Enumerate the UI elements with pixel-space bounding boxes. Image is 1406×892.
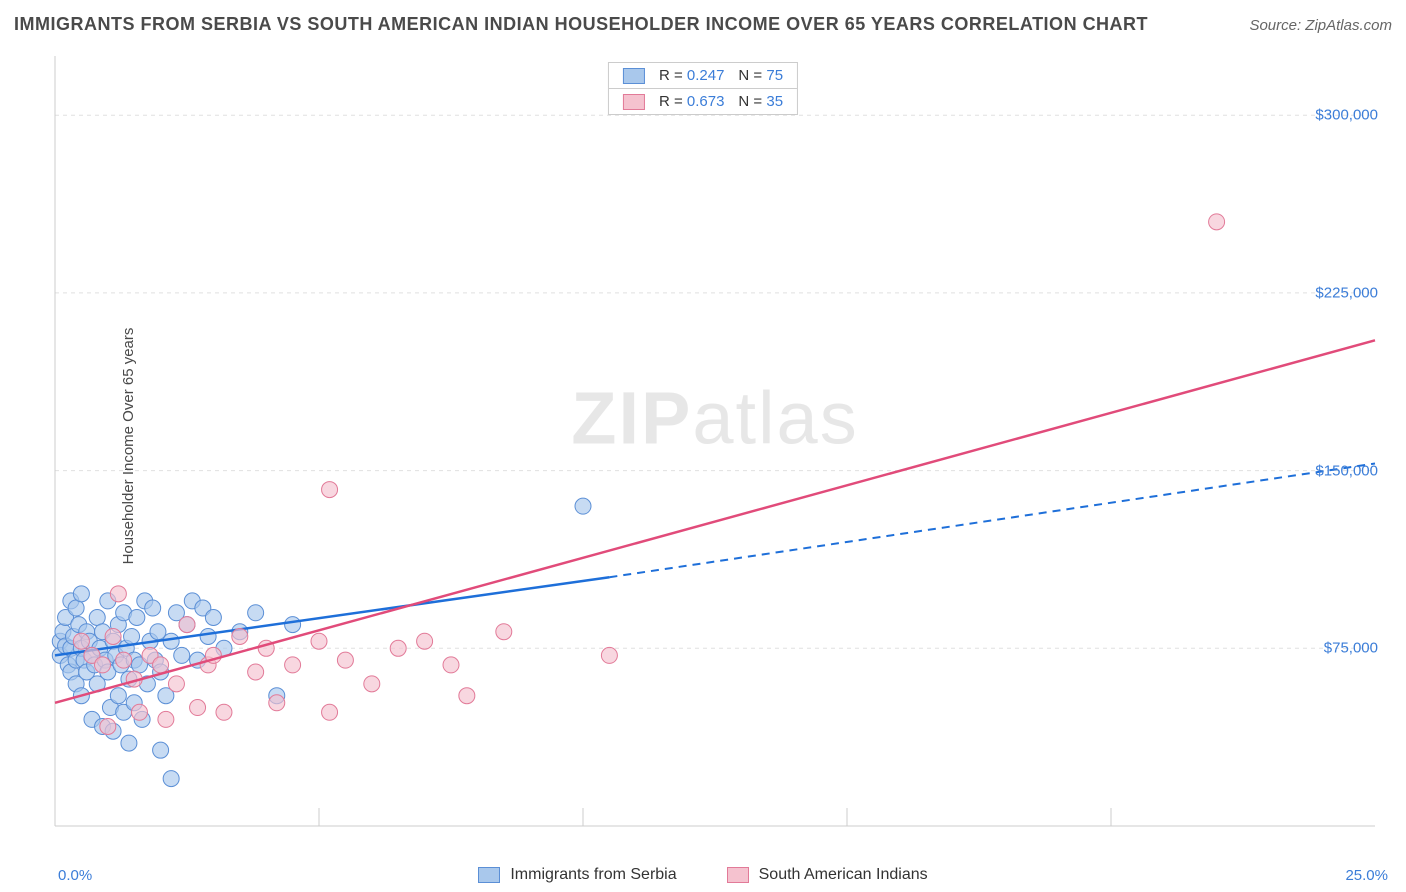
legend-label: Immigrants from Serbia <box>510 866 676 884</box>
legend-item-sai: South American Indians <box>727 866 928 884</box>
legend-label: South American Indians <box>759 866 928 884</box>
y-tick-label: $225,000 <box>1315 284 1378 301</box>
bottom-legend: Immigrants from Serbia South American In… <box>0 866 1406 884</box>
source-label: Source: ZipAtlas.com <box>1249 17 1392 34</box>
legend-item-serbia: Immigrants from Serbia <box>478 866 676 884</box>
swatch-icon <box>478 867 500 883</box>
y-tick-label: $75,000 <box>1324 640 1378 657</box>
stat-legend-row-sai: R = 0.673 N = 35 <box>609 88 797 114</box>
stat-legend: R = 0.247 N = 75 R = 0.673 N = 35 <box>608 62 798 115</box>
stat-legend-row-serbia: R = 0.247 N = 75 <box>609 63 797 88</box>
swatch-icon <box>727 867 749 883</box>
y-tick-label: $150,000 <box>1315 462 1378 479</box>
chart-plot-area: ZIPatlas <box>55 56 1375 826</box>
y-tick-label: $300,000 <box>1315 107 1378 124</box>
swatch-icon <box>623 68 645 84</box>
chart-title: IMMIGRANTS FROM SERBIA VS SOUTH AMERICAN… <box>14 14 1148 35</box>
swatch-icon <box>623 94 645 110</box>
